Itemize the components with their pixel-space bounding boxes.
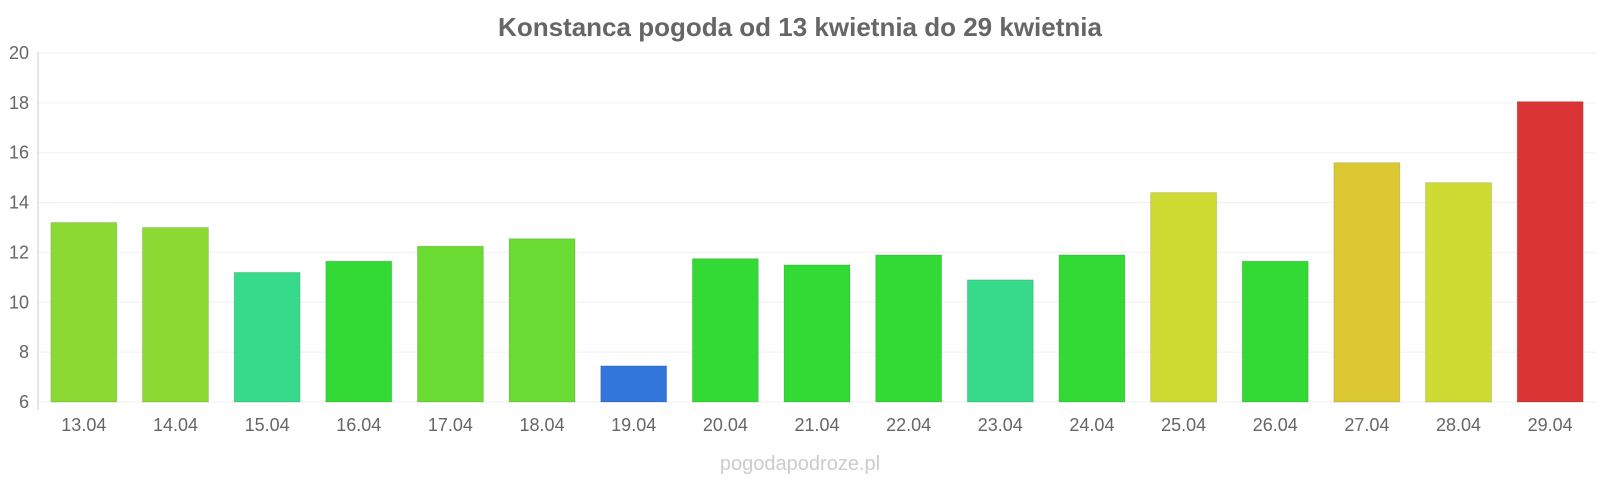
x-tick-label: 15.04 (245, 415, 290, 435)
bar-21.04 (783, 264, 851, 403)
bar-14.04 (141, 227, 209, 403)
x-tick-label: 27.04 (1344, 415, 1389, 435)
x-axis-ticks: 13.04 14.04 15.04 16.04 17.04 18.04 19.04 20.04… (61, 415, 1572, 435)
y-tick-label: 10 (9, 292, 29, 312)
x-tick-label: 21.04 (794, 415, 839, 435)
bar-16.04 (325, 260, 393, 403)
x-tick-label: 19.04 (611, 415, 656, 435)
x-tick-label: 20.04 (703, 415, 748, 435)
bar-18.04 (508, 238, 576, 403)
y-tick-label: 14 (9, 193, 29, 213)
bars (50, 101, 1584, 403)
bar-25.04 (1150, 192, 1218, 403)
x-tick-label: 26.04 (1253, 415, 1298, 435)
x-tick-label: 17.04 (428, 415, 473, 435)
y-tick-label: 8 (19, 342, 29, 362)
bar-28.04 (1425, 182, 1493, 403)
bar-20.04 (691, 258, 759, 403)
bar-29.04 (1516, 101, 1584, 403)
bar-24.04 (1058, 254, 1126, 403)
bar-15.04 (233, 271, 301, 403)
bar-27.04 (1333, 162, 1401, 403)
x-tick-label: 25.04 (1161, 415, 1206, 435)
bar-17.04 (416, 245, 484, 403)
x-tick-label: 13.04 (61, 415, 106, 435)
x-tick-label: 28.04 (1436, 415, 1481, 435)
bar-22.04 (875, 254, 943, 403)
x-tick-label: 14.04 (153, 415, 198, 435)
y-tick-label: 18 (9, 93, 29, 113)
x-tick-label: 16.04 (336, 415, 381, 435)
y-axis-ticks: 6 8 10 12 14 16 18 20 (9, 43, 29, 412)
x-tick-label: 23.04 (978, 415, 1023, 435)
y-tick-label: 20 (9, 43, 29, 63)
y-tick-label: 16 (9, 143, 29, 163)
bar-19.04 (600, 365, 668, 403)
y-tick-label: 12 (9, 242, 29, 262)
y-tick-label: 6 (19, 392, 29, 412)
bar-23.04 (966, 279, 1034, 403)
x-tick-label: 22.04 (886, 415, 931, 435)
x-tick-label: 24.04 (1069, 415, 1114, 435)
x-tick-label: 18.04 (520, 415, 565, 435)
x-tick-label: 29.04 (1528, 415, 1573, 435)
watermark: pogodapodroze.pl (720, 453, 880, 475)
chart-title: Konstanca pogoda od 13 kwietnia do 29 kw… (498, 12, 1102, 42)
bar-26.04 (1241, 260, 1309, 403)
bar-13.04 (50, 222, 118, 403)
